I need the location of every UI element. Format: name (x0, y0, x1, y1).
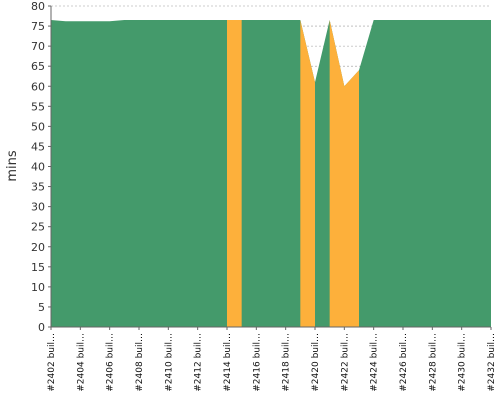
x-tick-label: #2416 buil… (252, 333, 262, 392)
x-tick-label: #2420 buil… (311, 333, 321, 392)
x-tick-label: #2432 buil… (487, 333, 497, 392)
x-tick-label: #2430 buil… (458, 333, 468, 392)
duration-area (51, 20, 491, 327)
y-tick-label: 60 (31, 80, 45, 93)
x-tick-label: #2418 buil… (282, 333, 292, 392)
failed-build-spans (227, 20, 359, 327)
x-tick-label: #2424 buil… (370, 333, 380, 392)
failed-build-span (329, 20, 359, 327)
y-tick-label: 75 (31, 20, 45, 33)
y-tick-label: 5 (38, 301, 45, 314)
area-series-success (51, 20, 491, 327)
x-tick-label: #2422 buil… (340, 333, 350, 392)
y-tick-label: 55 (31, 100, 45, 113)
x-tick-label: #2404 buil… (76, 333, 86, 392)
failed-build-span (227, 20, 242, 327)
y-tick-label: 45 (31, 140, 45, 153)
x-tick-label: #2406 buil… (106, 333, 116, 392)
y-axis-ticks: 0 5 10 15 20 25 30 35 40 45 50 55 60 65 70 75 80 (31, 0, 51, 334)
y-tick-label: 35 (31, 181, 45, 194)
y-tick-label: 10 (31, 281, 45, 294)
y-tick-label: 70 (31, 40, 45, 53)
y-tick-label: 50 (31, 120, 45, 133)
x-tick-label: #2410 buil… (164, 333, 174, 392)
x-axis-ticks: #2402 buil… #2404 buil… #2406 buil… #2408 b… (47, 327, 497, 392)
y-tick-label: 0 (38, 321, 45, 334)
y-tick-label: 25 (31, 221, 45, 234)
y-tick-label: 80 (31, 0, 45, 13)
x-tick-label: #2408 buil… (135, 333, 145, 392)
y-axis-title: mins (5, 150, 20, 182)
x-tick-label: #2412 buil… (194, 333, 204, 392)
y-tick-label: 65 (31, 60, 45, 73)
y-tick-label: 30 (31, 201, 45, 214)
failed-build-span (300, 20, 315, 327)
y-tick-label: 40 (31, 161, 45, 174)
x-tick-label: #2428 buil… (428, 333, 438, 392)
x-tick-label: #2402 buil… (47, 333, 57, 392)
y-tick-label: 20 (31, 241, 45, 254)
x-tick-label: #2426 buil… (399, 333, 409, 392)
x-tick-label: #2414 buil… (223, 333, 233, 392)
y-tick-label: 15 (31, 261, 45, 274)
